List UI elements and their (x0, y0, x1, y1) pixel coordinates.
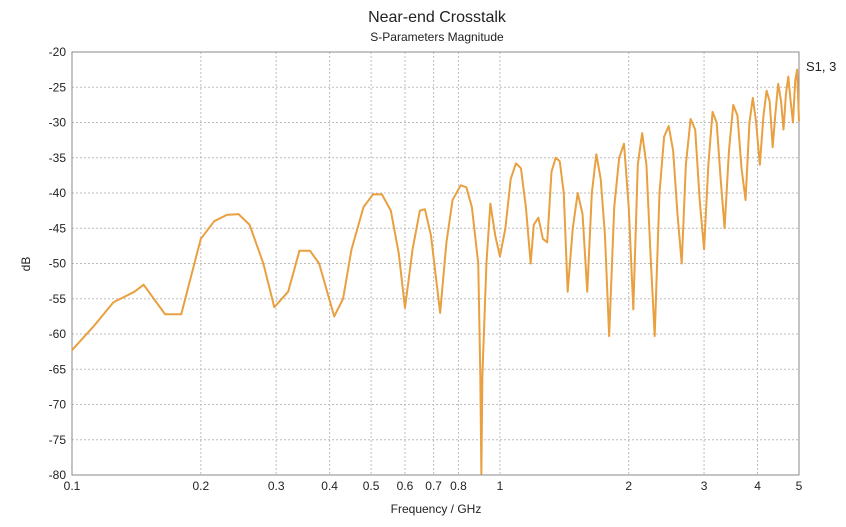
y-tick-label: -60 (49, 327, 67, 341)
y-tick-label: -20 (49, 45, 67, 59)
x-tick-label: 1 (497, 479, 504, 493)
plot-frame (71, 51, 800, 476)
x-tick-label: 0.1 (64, 479, 81, 493)
x-tick-label: 2 (625, 479, 632, 493)
x-tick-label: 5 (796, 479, 803, 493)
x-tick-label: 0.5 (363, 479, 380, 493)
y-tick-label: -40 (49, 186, 67, 200)
chart-subtitle: S-Parameters Magnitude (370, 30, 504, 44)
x-tick-labels: 0.1 0.2 0.3 0.4 0.5 0.6 0.7 0.8 1 2 3 4 5 (64, 479, 803, 493)
y-tick-label: -65 (49, 362, 67, 376)
x-axis-label: Frequency / GHz (391, 502, 482, 516)
series-line-0 (71, 68, 800, 475)
x-tick-label: 0.4 (321, 479, 338, 493)
y-tick-label: -25 (49, 80, 67, 94)
x-tick-label: 0.2 (192, 479, 209, 493)
y-tick-label: -55 (49, 292, 67, 306)
y-tick-label: -75 (49, 433, 67, 447)
y-tick-label: -80 (49, 468, 67, 482)
x-tick-label: 0.3 (268, 479, 285, 493)
chart-title: Near-end Crosstalk (368, 9, 507, 26)
x-tick-label: 4 (754, 479, 761, 493)
legend-series-label: S1, 3 (806, 59, 836, 74)
series-group (71, 68, 800, 475)
y-tick-label: -50 (49, 257, 67, 271)
y-axis-label: dB (19, 257, 33, 272)
y-tick-label: -35 (49, 151, 67, 165)
y-tick-label: -70 (49, 398, 67, 412)
y-tick-label: -30 (49, 116, 67, 130)
grid-lines (72, 52, 799, 475)
y-tick-label: -45 (49, 221, 67, 235)
y-tick-labels: -20 -25 -30 -35 -40 -45 -50 -55 -60 -65 -70 -75 -80 (49, 45, 67, 482)
x-tick-label: 3 (701, 479, 708, 493)
x-tick-label: 0.7 (425, 479, 442, 493)
x-tick-label: 0.6 (397, 479, 414, 493)
x-tick-label: 0.8 (450, 479, 467, 493)
